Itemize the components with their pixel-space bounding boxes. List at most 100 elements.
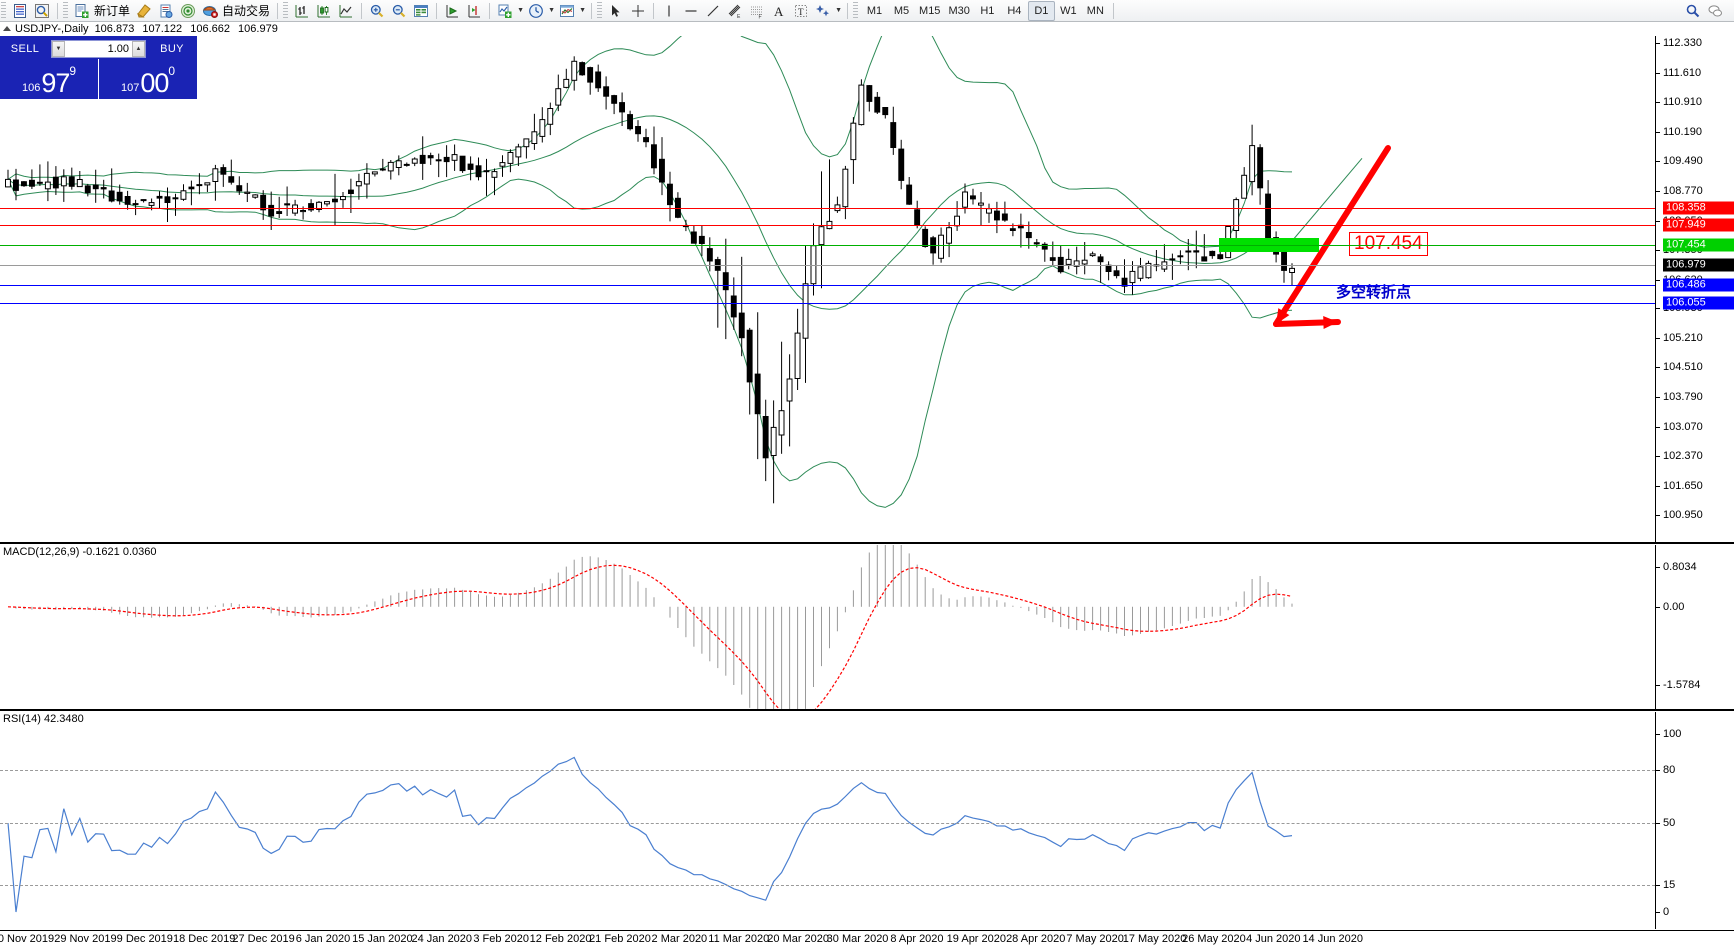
autotrading-icon[interactable]	[199, 1, 221, 21]
chart-container[interactable]: 107.454 多空转折点 112.330 111.610 110.910 110.1…	[0, 36, 1734, 948]
volume-increase-button[interactable]: ▲	[132, 40, 145, 57]
new-order-icon[interactable]	[71, 1, 93, 21]
bar-chart-icon[interactable]	[291, 1, 313, 21]
price-pane[interactable]: 107.454 多空转折点 112.330 111.610 110.910 110.1…	[0, 36, 1734, 542]
axis-label: 103.790	[1663, 391, 1703, 404]
timeframe-mn[interactable]: MN	[1086, 4, 1104, 17]
toolbar-grip[interactable]	[853, 2, 859, 19]
level-line[interactable]	[0, 245, 1655, 247]
macd-plot-area[interactable]	[0, 545, 1655, 709]
price-tag: 107.454	[1663, 238, 1734, 252]
macd-axis[interactable]: 0.8034 0.00 -1.5784	[1655, 545, 1734, 709]
candlestick	[124, 190, 131, 210]
line-chart-icon[interactable]	[335, 1, 357, 21]
level-line[interactable]	[0, 285, 1655, 287]
terminal-icon[interactable]	[155, 1, 177, 21]
timeframe-h4[interactable]: H4	[1007, 4, 1022, 17]
toolbar-grip[interactable]	[283, 2, 289, 19]
toolbar-grip[interactable]	[63, 2, 68, 19]
chevron-down-icon[interactable]: ▼	[517, 7, 524, 14]
trendline-icon[interactable]	[702, 1, 724, 21]
axis-label: 0.00	[1663, 600, 1685, 613]
timeframe-m30[interactable]: M30	[948, 4, 970, 17]
chevron-down-icon[interactable]: ▼	[835, 7, 842, 14]
one-click-trading-panel[interactable]: SELL ▼ 1.00 ▲ BUY 106 97 9 107 00 0	[0, 36, 197, 99]
candlestick	[204, 182, 211, 192]
rsi-axis[interactable]: 100 80 50 15 0	[1655, 712, 1734, 929]
candlestick	[108, 168, 115, 203]
trend-arrow[interactable]	[1273, 145, 1391, 327]
zoom-out-icon[interactable]	[388, 1, 410, 21]
timeframe-w1[interactable]: W1	[1060, 4, 1077, 17]
candlestick-chart-icon[interactable]	[313, 1, 335, 21]
candlestick	[172, 193, 179, 216]
new-chart-icon[interactable]	[9, 1, 31, 21]
axis-label: -1.5784	[1663, 679, 1701, 691]
vertical-line-icon[interactable]	[658, 1, 680, 21]
toolbar-separator	[57, 2, 58, 19]
rsi-pane[interactable]: RSI(14) 42.3480 100 80 50 15 0	[0, 712, 1734, 929]
crosshair-icon[interactable]	[627, 1, 649, 21]
indicators-icon[interactable]	[494, 1, 516, 21]
sell-button[interactable]: SELL	[10, 42, 40, 55]
market-watch-icon[interactable]	[31, 1, 53, 21]
auto-scroll-icon[interactable]	[441, 1, 463, 21]
timeframe-d1[interactable]: D1	[1027, 0, 1055, 21]
date-axis-label: 26 May 2020	[1182, 933, 1246, 945]
trend-arrow[interactable]	[1273, 315, 1341, 329]
axis-label: 103.070	[1663, 421, 1703, 434]
level-line[interactable]	[0, 303, 1655, 305]
buy-button[interactable]: BUY	[160, 42, 184, 55]
axis-label: 104.510	[1663, 361, 1703, 374]
date-axis-label: 2 Mar 2020	[651, 933, 708, 945]
date-axis[interactable]: 0 Nov 2019 29 Nov 2019 9 Dec 2019 18 Dec 20…	[0, 930, 1734, 948]
volume-decrease-button[interactable]: ▼	[52, 40, 65, 57]
timeframe-m5[interactable]: M5	[893, 4, 910, 17]
search-icon[interactable]	[1682, 1, 1704, 21]
new-order-label[interactable]: 新订单	[94, 4, 131, 18]
volume-value[interactable]: 1.00	[107, 42, 129, 55]
axis-tick	[1656, 131, 1660, 133]
sell-price[interactable]: 106 97 9	[0, 59, 98, 99]
autotrading-label[interactable]: 自动交易	[222, 4, 271, 18]
chart-shift-icon[interactable]	[463, 1, 485, 21]
chart-restore-icon[interactable]	[3, 26, 11, 31]
templates-icon[interactable]	[556, 1, 578, 21]
candlestick	[603, 76, 610, 110]
zoom-in-icon[interactable]	[366, 1, 388, 21]
chevron-down-icon[interactable]: ▼	[548, 7, 555, 14]
metaeditor-icon[interactable]	[133, 1, 155, 21]
candlestick	[1017, 213, 1024, 248]
cursor-icon[interactable]	[605, 1, 627, 21]
toolbar-grip[interactable]	[597, 2, 603, 19]
axis-label: 108.770	[1663, 184, 1703, 197]
chevron-down-icon[interactable]: ▼	[579, 7, 586, 14]
volume-stepper[interactable]: ▼ 1.00 ▲	[51, 39, 146, 58]
rsi-plot-area[interactable]	[0, 712, 1655, 929]
timeframe-h1[interactable]: H1	[980, 4, 995, 17]
toolbar-grip[interactable]	[1, 2, 6, 19]
level-line[interactable]	[0, 224, 1655, 226]
signals-icon[interactable]	[177, 1, 199, 21]
periods-icon[interactable]	[525, 1, 547, 21]
candlestick	[826, 159, 833, 230]
level-line[interactable]	[0, 264, 1655, 266]
candlestick	[1153, 250, 1160, 272]
macd-pane[interactable]: MACD(12,26,9) -0.1621 0.0360 0.8034 0.00 -…	[0, 545, 1734, 709]
level-line[interactable]	[0, 207, 1655, 209]
fibonacci-icon[interactable]: F	[746, 1, 768, 21]
shapes-icon[interactable]	[812, 1, 834, 21]
equidistant-channel-icon[interactable]: E	[724, 1, 746, 21]
data-window-icon[interactable]	[410, 1, 432, 21]
timeframe-m15[interactable]: M15	[919, 4, 941, 17]
text-icon[interactable]: A	[768, 1, 790, 21]
text-label-icon[interactable]: T	[790, 1, 812, 21]
buy-price[interactable]: 107 00 0	[98, 59, 197, 99]
candlestick	[587, 66, 594, 95]
timeframe-m1[interactable]: M1	[866, 4, 883, 17]
price-plot-area[interactable]: 107.454 多空转折点	[0, 36, 1655, 542]
date-axis-label: 7 May 2020	[1066, 933, 1124, 945]
horizontal-line-icon[interactable]	[680, 1, 702, 21]
price-axis[interactable]: 112.330 111.610 110.910 110.190 109.490 108.7…	[1655, 36, 1734, 542]
chat-icon[interactable]	[1704, 1, 1726, 21]
